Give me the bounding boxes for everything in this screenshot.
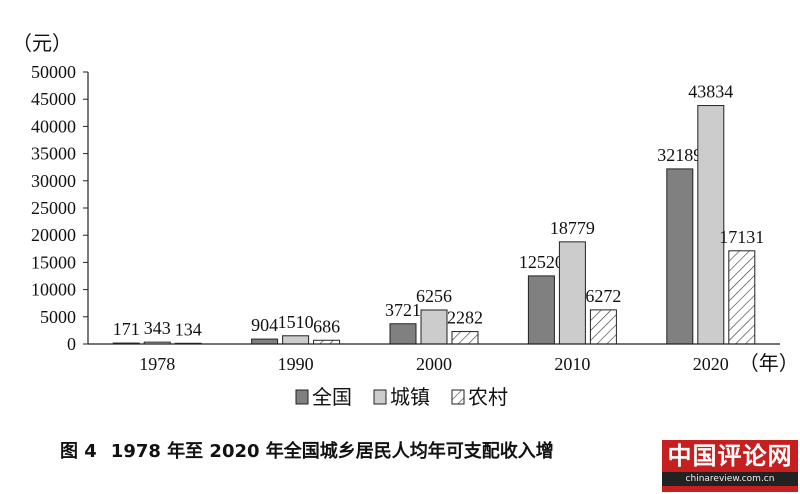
bar-rural [589,309,617,345]
data-label: 1510 [278,312,314,332]
y-tick-label: 30000 [31,171,76,191]
data-label: 2282 [447,308,483,328]
x-tick-label: 1978 [139,354,175,374]
data-label: 3721 [385,300,421,320]
y-tick-label: 0 [67,334,76,354]
y-axis-unit-label: （元） [12,31,72,55]
legend-swatch [451,389,465,405]
bar-urban [558,241,586,345]
y-tick-label: 15000 [31,252,76,272]
data-label: 32189 [657,145,702,165]
watermark-url-text: chinareview.com.cn [662,472,798,486]
data-label: 904 [251,315,278,335]
x-axis-label: （年） [739,351,799,375]
figure-caption: 图 4 1978 年至 2020 年全国城乡居民人均年可支配收入增 [60,437,554,463]
data-label: 686 [313,316,340,336]
bar-urban [697,105,725,345]
y-axis: 0 5000 10000 15000 20000 25000 30000 35000 40000… [31,62,89,354]
legend-label: 全国 [312,385,352,409]
x-axis: 1978 1990 2000 2010 2020 （年） [88,343,799,375]
bar-urban [282,335,310,345]
x-tick-label: 2010 [554,354,590,374]
x-tick-label: 2020 [693,354,729,374]
bar-rural [451,331,479,345]
figure-number: 图 4 [60,441,97,462]
x-tick-label: 1990 [278,354,314,374]
data-label: 134 [175,319,202,339]
legend: 全国 城镇 农村 [295,385,508,409]
y-tick-label: 45000 [31,89,76,109]
legend-label: 城镇 [390,385,430,409]
watermark-main-text: 中国评论网 [667,442,793,470]
y-tick-label: 40000 [31,116,76,136]
data-label: 343 [144,318,171,338]
bar-national [527,275,555,345]
legend-swatch [373,389,387,405]
data-label: 12520 [519,252,564,272]
x-tick-label: 2000 [416,354,452,374]
y-tick-label: 35000 [31,144,76,164]
data-label: 6256 [416,286,452,306]
y-tick-label: 5000 [40,307,76,327]
bar-national [389,323,417,345]
bar-national [666,168,694,345]
data-label: 18779 [550,218,595,238]
y-tick-label: 50000 [31,62,76,82]
y-tick-label: 20000 [31,225,76,245]
bar-chart: （元） 0 5000 10000 15000 20000 25000 30000 35000 4… [12,31,799,409]
bar-rural [728,250,756,345]
data-label: 171 [113,319,140,339]
bar-urban [420,309,448,345]
figure-caption-text: 1978 年至 2020 年全国城乡居民人均年可支配收入增 [110,441,554,462]
data-label: 17131 [719,227,764,247]
legend-label: 农村 [468,385,508,409]
y-tick-label: 10000 [31,280,76,300]
legend-swatch [295,389,309,405]
watermark-logo: 中国评论网 chinareview.com.cn [662,440,798,492]
data-label: 6272 [585,286,621,306]
bar-national [251,338,279,345]
data-label: 43834 [688,82,733,102]
y-tick-label: 25000 [31,198,76,218]
